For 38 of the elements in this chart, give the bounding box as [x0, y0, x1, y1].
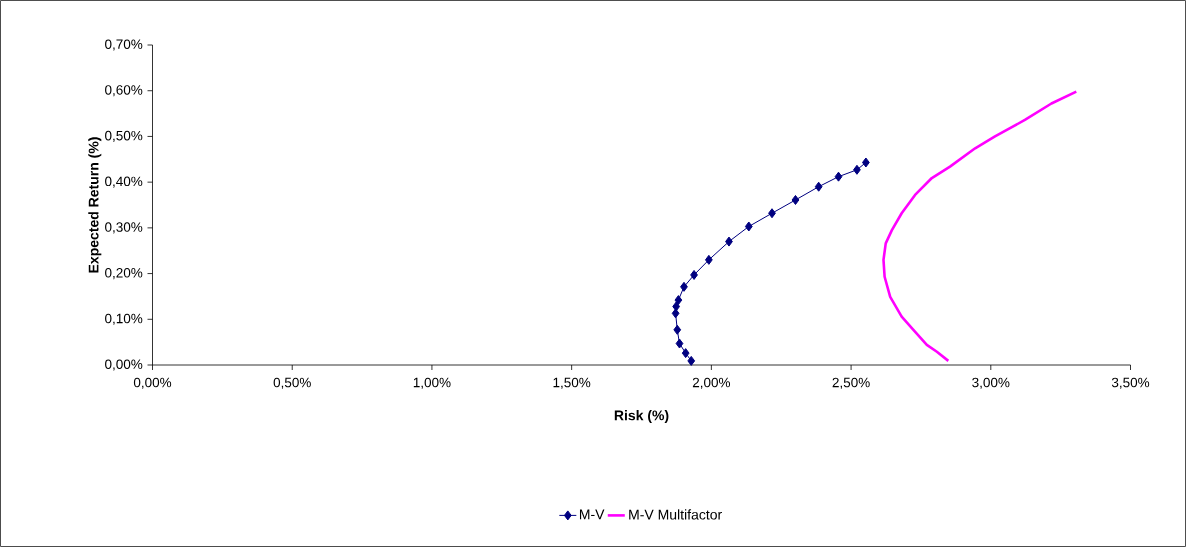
legend-label: M-V [579, 509, 605, 520]
point [744, 221, 753, 232]
y-tick-label: 0,10% [105, 313, 143, 325]
point [791, 194, 800, 205]
legend-label: M-V Multifactor [629, 509, 722, 520]
point [687, 355, 696, 366]
point [673, 324, 682, 335]
x-tick-label: 1,50% [553, 377, 591, 389]
point [675, 338, 684, 349]
point [672, 301, 681, 312]
x-tick-label: 3,00% [972, 377, 1010, 389]
point [690, 269, 698, 280]
x-tick-label: 1,00% [413, 377, 451, 389]
x-tick-label: 2,00% [692, 377, 731, 389]
line-series [882, 90, 1078, 363]
x-tick-label: 3,50% [1111, 377, 1150, 389]
y-tick-label: 0,60% [105, 85, 143, 97]
point [725, 236, 733, 247]
point [862, 157, 870, 168]
point [814, 181, 823, 192]
x-tick-label: 2,50% [832, 377, 870, 389]
point [680, 281, 688, 292]
y-tick-label: 0,40% [105, 176, 143, 188]
point [768, 208, 776, 219]
y-tick-label: 0,20% [105, 268, 143, 280]
x-tick-label: 0,50% [273, 377, 311, 389]
y-tick-label: 0,30% [105, 222, 143, 234]
point [834, 171, 843, 182]
point [853, 164, 861, 175]
y-tick-label: 0,70% [105, 39, 143, 51]
y-tick-label: 0,00% [105, 359, 143, 371]
x-axis-title: Risk (%) [614, 410, 669, 424]
point [674, 295, 683, 306]
point [704, 254, 713, 265]
point [681, 348, 690, 359]
y-axis-title: Expected Return (%) [88, 137, 102, 273]
x-tick-label: 0,00% [133, 377, 172, 389]
y-tick-label: 0,50% [105, 130, 143, 143]
